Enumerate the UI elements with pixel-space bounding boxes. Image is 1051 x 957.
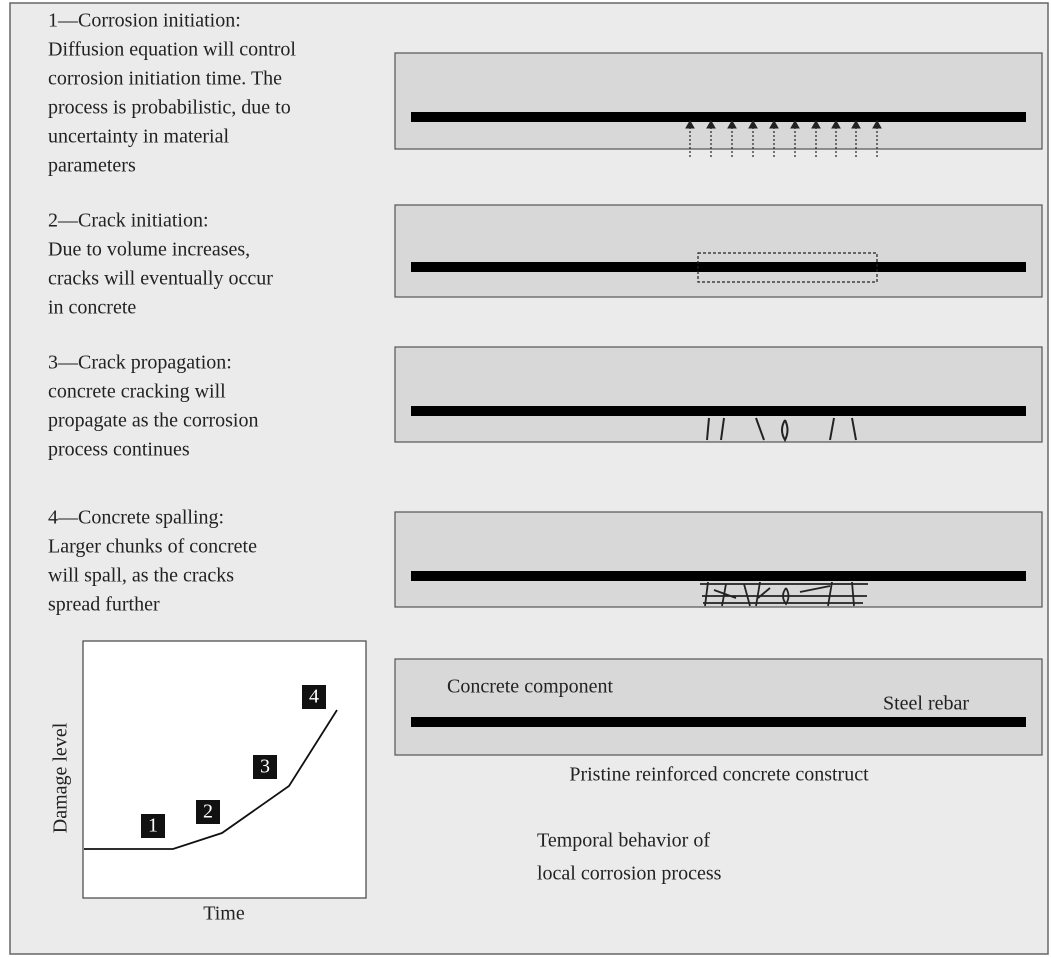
stage-text: uncertainty in material xyxy=(48,126,229,148)
stage-text: propagate as the corrosion xyxy=(48,410,258,432)
concrete-panel xyxy=(395,347,1042,442)
steel-rebar xyxy=(411,262,1026,272)
stage-text: corrosion initiation time. The xyxy=(48,68,282,90)
steel-rebar xyxy=(411,112,1026,122)
steel-rebar xyxy=(411,571,1026,581)
stage-text: will spall, as the cracks xyxy=(48,565,234,587)
steel-rebar xyxy=(411,406,1026,416)
stage-text: 1—Corrosion initiation: xyxy=(48,10,241,32)
stage-text: Diffusion equation will control xyxy=(48,39,296,61)
stage-text: cracks will eventually occur xyxy=(48,268,273,290)
stage-text: concrete cracking will xyxy=(48,381,226,403)
concrete-panel xyxy=(395,53,1042,149)
pristine-caption: Pristine reinforced concrete construct xyxy=(569,764,869,786)
stage-text: parameters xyxy=(48,155,136,177)
page: 1—Corrosion initiation: Diffusion equatio… xyxy=(0,0,1051,957)
stage-text: Larger chunks of concrete xyxy=(48,536,257,558)
stage-text: 3—Crack propagation: xyxy=(48,352,232,374)
stage-text: in concrete xyxy=(48,297,136,319)
step-label: 2 xyxy=(203,801,213,823)
figure-caption: local corrosion process xyxy=(537,863,722,885)
steel-rebar xyxy=(411,717,1026,727)
stage-text: Due to volume increases, xyxy=(48,239,250,261)
stage-text: process continues xyxy=(48,439,190,461)
step-label: 4 xyxy=(309,686,319,708)
step-label: 3 xyxy=(260,756,270,778)
figure-caption: Temporal behavior of xyxy=(537,830,710,852)
rebar-label: Steel rebar xyxy=(883,693,969,715)
concrete-panel xyxy=(395,512,1042,607)
graph-box xyxy=(83,641,366,898)
concrete-panel xyxy=(395,205,1042,297)
x-axis-label: Time xyxy=(203,903,245,925)
stage-text: 2—Crack initiation: xyxy=(48,210,209,232)
stage-text: 4—Concrete spalling: xyxy=(48,507,224,529)
step-label: 1 xyxy=(148,815,158,837)
stage-text: process is probabilistic, due to xyxy=(48,97,291,119)
component-label: Concrete component xyxy=(447,676,613,698)
y-axis-label: Damage level xyxy=(50,722,72,833)
stage-text: spread further xyxy=(48,594,160,616)
